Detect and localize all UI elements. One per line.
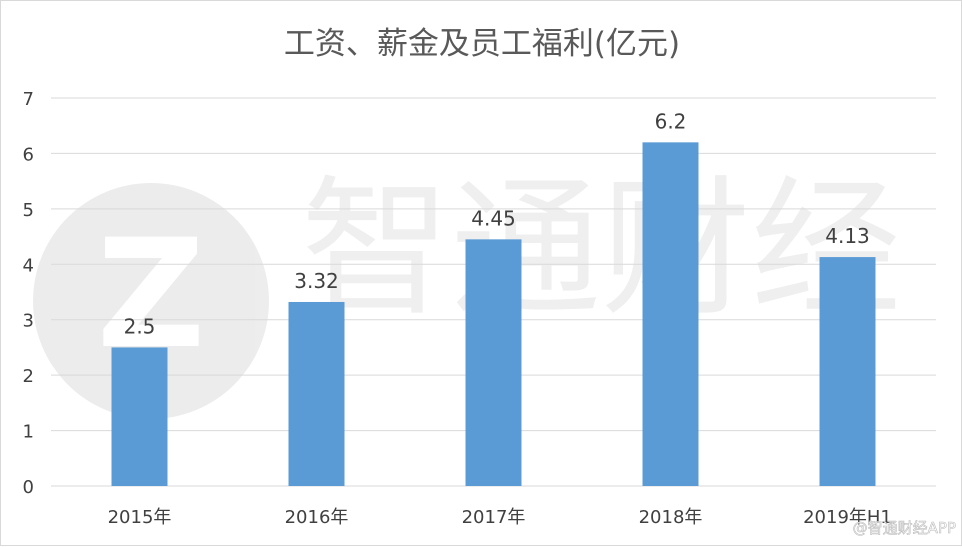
data-label: 4.45 [471, 206, 516, 230]
y-axis-ticks: 0 1 2 3 4 5 6 7 [23, 89, 34, 498]
y-tick-label: 5 [23, 200, 34, 221]
bars [111, 142, 876, 487]
bar [111, 347, 168, 486]
y-tick-label: 2 [23, 366, 34, 387]
data-label: 3.32 [294, 269, 339, 293]
data-label: 2.5 [124, 314, 156, 338]
x-tick-label: 2019年H1 [803, 507, 892, 528]
data-labels: 2.5 3.32 4.45 6.2 4.13 [124, 109, 870, 338]
data-label: 4.13 [825, 224, 870, 248]
watermark-text: 智通财经 [301, 163, 901, 337]
bar [288, 301, 345, 486]
x-axis-ticks: 2015年 2016年 2017年 2018年 2019年H1 [108, 507, 892, 528]
x-tick-label: 2016年 [285, 507, 349, 528]
y-tick-label: 0 [23, 477, 34, 498]
watermark-corner: @智通财经APP [853, 519, 956, 537]
x-tick-label: 2018年 [639, 507, 703, 528]
bar [642, 142, 699, 487]
x-tick-label: 2017年 [462, 507, 526, 528]
chart-title: 工资、薪金及员工福利(亿元) [284, 26, 680, 62]
data-label: 6.2 [655, 109, 687, 133]
y-tick-label: 3 [23, 311, 34, 332]
y-tick-label: 4 [23, 255, 34, 276]
x-tick-label: 2015年 [108, 507, 172, 528]
bar [465, 239, 522, 486]
y-tick-label: 6 [23, 144, 34, 165]
y-tick-label: 1 [23, 422, 34, 443]
watermark-logo: Z [33, 183, 269, 419]
bar [819, 257, 876, 486]
y-tick-label: 7 [23, 89, 34, 110]
